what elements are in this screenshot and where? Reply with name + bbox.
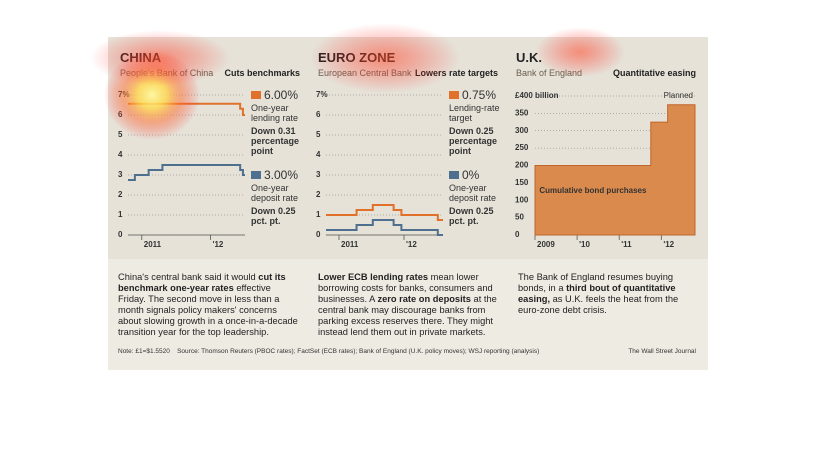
rate-line <box>326 219 443 236</box>
note-text: The Bank of England resumes buying bonds… <box>518 272 674 293</box>
y-tick-label: 3 <box>316 170 321 179</box>
y-tick-label: 50 <box>515 213 524 222</box>
x-tick-label: '12 <box>663 240 674 249</box>
y-tick-label: 2 <box>316 190 321 199</box>
rate-line <box>326 204 443 221</box>
y-tick-label: 6 <box>118 110 123 119</box>
legend-name: One-year lending rate <box>251 103 299 123</box>
y-tick-label: 7% <box>118 90 130 99</box>
rate-line <box>128 164 245 181</box>
note-paragraph: The Bank of England resumes buying bonds… <box>518 272 700 316</box>
note-paragraph: Lower ECB lending rates mean lower borro… <box>318 272 500 338</box>
chart-headline: Lowers rate targets <box>414 68 498 78</box>
legend-entry: 3.00% One-year deposit rate Down 0.25 pct.… <box>251 168 305 226</box>
x-tick-label: '12 <box>406 240 417 249</box>
legend-change: Down 0.25 pct. pt. <box>251 206 296 226</box>
chart-subtitle: People's Bank of China <box>120 68 214 78</box>
y-tick-label: 150 <box>515 178 529 187</box>
legend-swatch <box>251 91 261 99</box>
note-text: China's central bank said it would <box>118 272 259 282</box>
legend-change: Down 0.31 percentage point <box>251 126 300 156</box>
note-text: zero rate on deposits <box>377 294 471 304</box>
y-tick-label: 100 <box>515 195 529 204</box>
area-label: Cumulative bond purchases <box>539 186 647 195</box>
legend-row: 3.00% <box>251 168 305 182</box>
y-tick-label: 0 <box>316 230 321 239</box>
legend-entry: 6.00% One-year lending rate Down 0.31 perc… <box>251 88 305 156</box>
y-tick-label: 0 <box>118 230 123 239</box>
note-text: mean lower borrowing costs for banks, co… <box>318 272 493 304</box>
chart-title: CHINA <box>120 50 162 65</box>
legend-name: One-year deposit rate <box>449 183 497 203</box>
chart-headline: Quantitative easing <box>612 68 696 78</box>
legend-current: 0.75% <box>462 88 497 102</box>
rate-line <box>128 102 245 116</box>
note-text: Lower ECB lending rates <box>318 272 429 282</box>
legend-change: Down 0.25 percentage point <box>449 126 498 156</box>
note-text: effective Friday. The second move in les… <box>118 283 298 337</box>
note-text: third bout of quantitative easing, <box>518 283 676 304</box>
y-tick-label: 3 <box>118 170 123 179</box>
legend-name: One-year deposit rate <box>251 183 299 203</box>
footer-credit: The Wall Street Journal <box>628 348 696 355</box>
x-tick-label: '12 <box>213 240 224 249</box>
legend-current: 3.00% <box>264 168 299 182</box>
y-tick-label: 5 <box>316 130 321 139</box>
y-tick-label: 4 <box>118 150 123 159</box>
legend-swatch <box>449 91 459 99</box>
chart-headline: Cuts benchmarks <box>224 68 300 78</box>
y-tick-label: 0 <box>515 230 520 239</box>
legend-swatch <box>449 171 459 179</box>
y-tick-label: 1 <box>118 210 123 219</box>
chart-title: EURO ZONE <box>318 50 396 65</box>
legend-current: 6.00% <box>264 88 299 102</box>
x-tick-label: '10 <box>579 240 590 249</box>
y-tick-label: 200 <box>515 161 529 170</box>
x-tick-label: 2009 <box>537 240 555 249</box>
x-tick-label: 2011 <box>144 240 162 249</box>
y-tick-label: £400 billion <box>515 91 559 100</box>
legend-entry: 0.75% Lending-rate target Down 0.25 percen… <box>449 88 503 156</box>
legend-row: 0% <box>449 168 503 182</box>
y-tick-label: 1 <box>316 210 321 219</box>
legend-entry: 0% One-year deposit rate Down 0.25 pct. pt… <box>449 168 503 226</box>
y-tick-label: 7% <box>316 90 328 99</box>
chart-title: U.K. <box>516 50 542 65</box>
area <box>534 104 696 236</box>
y-tick-label: 4 <box>316 150 321 159</box>
y-tick-label: 250 <box>515 143 529 152</box>
y-tick-label: 2 <box>118 190 123 199</box>
legend-row: 0.75% <box>449 88 503 102</box>
x-tick-label: 2011 <box>341 240 359 249</box>
chart-subtitle: Bank of England <box>516 68 583 78</box>
x-tick-label: '11 <box>621 240 632 249</box>
footer-note: Note: £1=$1.5520 Source: Thomson Reuters… <box>118 348 540 355</box>
note-text: at the central bank may discourage banks… <box>318 294 497 337</box>
y-tick-label: 350 <box>515 108 529 117</box>
legend-swatch <box>251 171 261 179</box>
note-text: cut its benchmark one-year rates <box>118 272 286 293</box>
note-paragraph: China's central bank said it would cut i… <box>118 272 300 338</box>
y-tick-label: 6 <box>316 110 321 119</box>
note-text: as U.K. feels the heat from the euro-zon… <box>518 294 679 315</box>
legend-row: 6.00% <box>251 88 305 102</box>
annotation: Planned <box>664 91 693 100</box>
y-tick-label: 300 <box>515 126 529 135</box>
chart-subtitle: European Central Bank <box>318 68 412 78</box>
legend-change: Down 0.25 pct. pt. <box>449 206 494 226</box>
y-tick-label: 5 <box>118 130 123 139</box>
legend-current: 0% <box>462 168 480 182</box>
legend-name: Lending-rate target <box>449 103 500 123</box>
